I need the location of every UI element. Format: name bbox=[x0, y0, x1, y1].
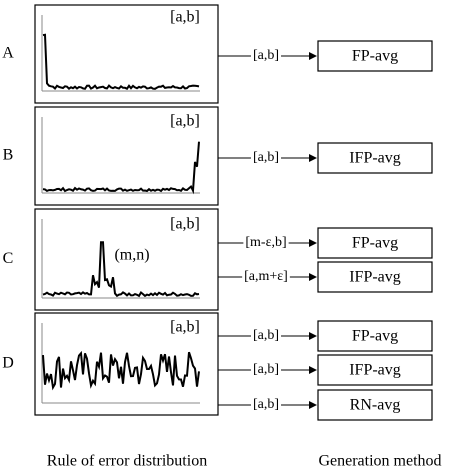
panel-label: (m,n) bbox=[114, 247, 149, 264]
method-label: FP-avg bbox=[352, 235, 398, 252]
interval-label: [a,b] bbox=[253, 328, 279, 343]
method-box bbox=[317, 40, 433, 72]
panel bbox=[34, 106, 219, 206]
label-background bbox=[250, 150, 282, 166]
interval-label: [a,m+ε] bbox=[244, 269, 288, 284]
label-background bbox=[250, 48, 282, 64]
interval-label: [a,b] bbox=[253, 397, 279, 412]
method-label: FP-avg bbox=[352, 328, 398, 345]
panel-label: [a,b] bbox=[170, 113, 200, 130]
row-letter: D bbox=[2, 355, 14, 372]
method-box bbox=[317, 389, 433, 421]
label-background bbox=[250, 328, 282, 344]
panel-label: [a,b] bbox=[170, 319, 200, 336]
row-letter: B bbox=[3, 147, 14, 164]
method-box bbox=[317, 142, 433, 174]
distribution-curve bbox=[42, 241, 200, 298]
label-background bbox=[250, 362, 282, 378]
interval-label: [a,b] bbox=[253, 150, 279, 165]
method-label: IFP-avg bbox=[349, 269, 401, 286]
panel-label: [a,b] bbox=[170, 9, 200, 26]
label-background bbox=[243, 235, 289, 251]
distribution-curve bbox=[42, 33, 200, 91]
interval-label: [m-ε,b] bbox=[245, 235, 286, 250]
method-label: IFP-avg bbox=[349, 150, 401, 167]
method-box bbox=[317, 320, 433, 352]
row-letter: C bbox=[3, 250, 14, 267]
interval-label: [a,b] bbox=[253, 362, 279, 377]
panel-label: [a,b] bbox=[170, 216, 200, 233]
method-label: FP-avg bbox=[352, 48, 398, 65]
label-background bbox=[242, 269, 290, 285]
method-label: IFP-avg bbox=[349, 362, 401, 379]
footer-right: Generation method bbox=[318, 453, 441, 470]
panel bbox=[34, 312, 219, 416]
method-box bbox=[317, 227, 433, 259]
distribution-curve bbox=[42, 141, 200, 195]
method-label: RN-avg bbox=[350, 397, 401, 414]
panel bbox=[34, 4, 219, 104]
interval-label: [a,b] bbox=[253, 48, 279, 63]
method-box bbox=[317, 354, 433, 386]
footer-left: Rule of error distribution bbox=[47, 453, 207, 470]
panel bbox=[34, 208, 219, 311]
method-box bbox=[317, 261, 433, 293]
row-letter: A bbox=[2, 45, 14, 62]
distribution-curve bbox=[42, 350, 200, 391]
label-background bbox=[250, 397, 282, 413]
